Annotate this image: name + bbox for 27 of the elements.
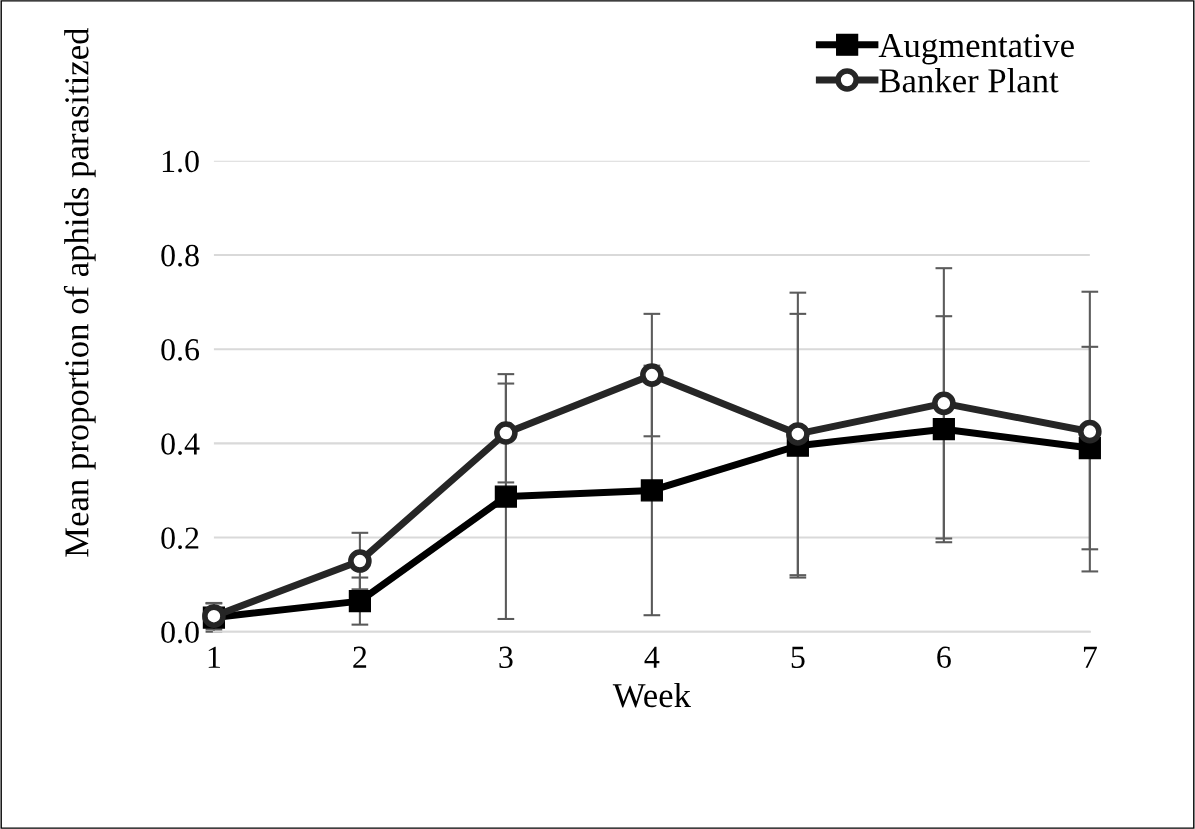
point (786, 422, 810, 446)
point (1078, 419, 1102, 444)
x-tick-label: 3 (499, 646, 513, 669)
x-tick-label: 1 (208, 646, 220, 668)
y-axis-title: Mean proportion of aphids parasitized (63, 27, 96, 557)
y-tick-label: 1.0 (162, 150, 199, 173)
point (494, 485, 517, 508)
y-tick-label: 0.4 (161, 433, 200, 455)
y-tick-label: 0.0 (161, 621, 199, 644)
y-tick-label: 0.8 (161, 244, 199, 267)
point (640, 363, 664, 387)
y-tick-label: 0.6 (161, 339, 200, 361)
point (932, 391, 956, 416)
x-tick-label: 4 (644, 646, 660, 668)
point (348, 549, 372, 573)
x-tick-label: 7 (1083, 646, 1097, 668)
x-tick-label: 5 (791, 646, 805, 669)
x-tick-label: 6 (937, 646, 951, 669)
x-tick-label: 2 (353, 646, 367, 668)
point (494, 421, 518, 445)
point (932, 418, 955, 441)
x-axis-title: Week (612, 682, 691, 708)
legend-label: Augmentative (878, 33, 1074, 65)
legend-label: Banker Plant (879, 68, 1059, 93)
point (640, 479, 663, 502)
y-tick-label: 0.2 (161, 527, 199, 550)
point (348, 589, 372, 613)
